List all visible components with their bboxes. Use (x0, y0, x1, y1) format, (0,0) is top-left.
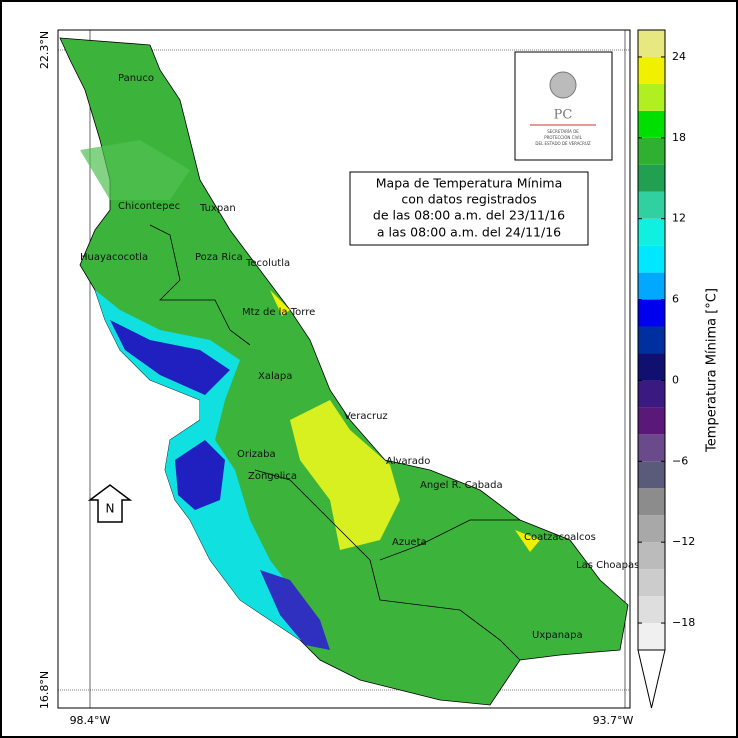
city-label: Uxpanapa (532, 630, 583, 641)
colorbar-tick-label: 6 (672, 293, 679, 306)
colorbar-tick-label: 0 (672, 373, 679, 386)
cold-zone (260, 570, 330, 650)
colorbar-label: Temperatura Mínima [°C] (705, 288, 720, 453)
city-label: Tecolutla (245, 258, 290, 269)
city-label: Huayacocotla (80, 252, 148, 263)
longitude-label: 93.7°W (593, 714, 634, 727)
colorbar-frame (637, 29, 666, 651)
colorbar-band (638, 380, 665, 408)
city-label: Xalapa (258, 371, 292, 382)
colorbar-band (638, 542, 665, 570)
city-label: Poza Rica (195, 252, 243, 263)
colorbar-band (638, 137, 665, 165)
city-label: Mtz de la Torre (242, 307, 315, 318)
north-arrow-shape (87, 484, 133, 523)
colorbar: −18 −12 −6 0 6 12 18 24 (637, 29, 695, 709)
colorbar-band (638, 218, 665, 246)
colorbar-band (638, 434, 665, 462)
city-label: Zongolica (248, 471, 297, 482)
city-label: Las Choapas (576, 560, 639, 571)
longitude-label: 98.4°W (70, 714, 111, 727)
city-label: Azueta (392, 537, 427, 548)
city-label: Coatzacoalcos (524, 532, 596, 543)
colorbar-band (638, 191, 665, 219)
logo-text: DEL ESTADO DE VERACRUZ (535, 141, 590, 146)
colorbar-band (638, 56, 665, 84)
colorbar-tick-label: 24 (672, 50, 686, 63)
city-label: Orizaba (237, 449, 276, 460)
state-map (59, 37, 629, 706)
warm-zone (290, 400, 400, 550)
title-box-frame (349, 171, 589, 246)
cold-zone (175, 440, 225, 510)
latitude-label: 22.3°N (38, 31, 51, 69)
colorbar-band (638, 83, 665, 111)
colorbar-band (638, 623, 665, 650)
colorbar-band (638, 272, 665, 300)
warm-zone (270, 290, 290, 316)
colorbar-tick-label: 12 (672, 212, 686, 225)
colorbar-tick-label: −18 (672, 616, 695, 629)
colorbar-band (638, 407, 665, 435)
warm-zone (515, 530, 540, 552)
city-label: Tuxpan (199, 203, 236, 214)
logo-acronym: PC (554, 108, 573, 123)
colorbar-band (638, 299, 665, 327)
region-boundary (149, 224, 521, 661)
title-line: de las 08:00 a.m. del 23/11/16 (373, 208, 565, 223)
logo-emblem (549, 71, 577, 99)
colorbar-band (638, 326, 665, 354)
city-label: Alvarado (386, 456, 430, 467)
logo-frame (514, 51, 613, 161)
colorbar-tick-label: −6 (672, 454, 688, 467)
north-arrow: N (87, 484, 133, 523)
colorbar-tick-label: 18 (672, 131, 686, 144)
latitude-label: 16.8°N (38, 671, 51, 709)
colorbar-band (638, 488, 665, 516)
green-zone (80, 140, 190, 200)
city-labels: Panuco Chicontepec Tuxpan Huayacocotla P… (80, 73, 639, 641)
colorbar-band (638, 461, 665, 489)
city-label: Chicontepec (118, 201, 180, 212)
city-label: Angel R. Cabada (420, 480, 503, 491)
north-arrow-label: N (106, 502, 115, 516)
colorbar-band (638, 164, 665, 192)
logo-text: PROTECCIÓN CIVIL (544, 135, 582, 140)
logo-text: SECRETARÍA DE (547, 129, 579, 134)
city-label: Panuco (118, 73, 154, 84)
colorbar-band (638, 596, 665, 624)
colorbar-band (638, 515, 665, 543)
title-line: con datos registrados (401, 192, 536, 207)
title-line: Mapa de Temperatura Mínima (376, 176, 563, 191)
city-label: Veracruz (344, 411, 388, 422)
colorbar-band (638, 245, 665, 273)
colorbar-band (638, 569, 665, 597)
title-box: Mapa de Temperatura Mínima con datos reg… (349, 171, 589, 246)
colorbar-band (638, 30, 665, 57)
title-line: a las 08:00 a.m. del 24/11/16 (377, 225, 561, 240)
cold-zone (110, 320, 230, 395)
logo: PC SECRETARÍA DE PROTECCIÓN CIVIL DEL ES… (514, 51, 613, 161)
colorbar-band (638, 353, 665, 381)
colorbar-tick-label: −12 (672, 535, 695, 548)
colorbar-band (638, 110, 665, 138)
